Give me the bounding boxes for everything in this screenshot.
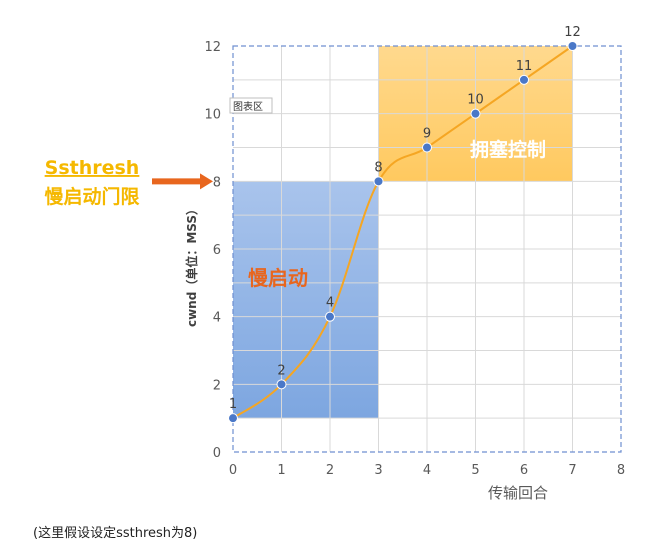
y-tick-label: 4 [213, 311, 221, 326]
data-point [567, 41, 578, 51]
data-label: 11 [516, 59, 533, 74]
x-tick-label: 8 [617, 463, 625, 478]
data-point [519, 74, 529, 85]
threshold-arrow [152, 173, 213, 190]
data-label: 1 [229, 397, 237, 412]
data-label: 10 [467, 93, 484, 108]
plot-area-tag-text: 图表区 [233, 100, 263, 113]
plot-area-frame [232, 45, 622, 453]
data-label: 2 [277, 363, 285, 378]
slow-start-region-label: 慢启动 [248, 266, 308, 290]
y-tick-label: 8 [213, 175, 221, 190]
x-tick-label: 3 [374, 463, 382, 478]
data-point [276, 379, 287, 390]
slow-start-threshold-label: 慢启动门限 [44, 185, 139, 208]
markers-layer [228, 41, 578, 424]
footnote: (这里假设设定ssthresh为8) [33, 526, 198, 541]
y-tick-label: 0 [213, 446, 221, 461]
x-tick-label: 7 [568, 463, 576, 478]
y-tick-label: 10 [204, 108, 221, 123]
plot-area-tag: 图表区 [229, 97, 273, 114]
data-point [470, 108, 481, 119]
x-tick-label: 5 [471, 463, 479, 478]
x-tick-label: 0 [229, 463, 237, 478]
data-point [325, 311, 335, 322]
plot-area-tag-box [229, 97, 273, 114]
series-line [232, 45, 574, 419]
slow-start-region [233, 181, 379, 419]
plot-area-border [232, 45, 622, 453]
data-label: 4 [326, 296, 334, 311]
y-tick-label: 2 [213, 378, 221, 393]
ssthresh-label: Ssthresh [45, 157, 140, 179]
x-tick-label: 4 [423, 463, 431, 478]
x-tick-label: 6 [520, 463, 528, 478]
ssthresh-annotation: Ssthresh 慢启动门限 [44, 157, 213, 208]
data-label: 12 [564, 25, 581, 40]
series-line-layer [232, 45, 574, 419]
data-label: 9 [423, 127, 431, 142]
data-label: 8 [374, 160, 382, 175]
x-tick-label: 2 [326, 463, 334, 478]
congestion-control-region-label: 拥塞控制 [470, 138, 546, 161]
x-tick-label: 1 [277, 463, 285, 478]
y-axis-title: cwnd（单位：MSS） [184, 203, 199, 327]
data-point [422, 142, 432, 153]
grid-layer [233, 46, 621, 452]
y-tick-label: 12 [204, 40, 221, 55]
regions-layer [233, 46, 573, 419]
data-point [228, 413, 238, 424]
x-axis-title: 传输回合 [488, 484, 548, 502]
y-tick-label: 6 [213, 243, 221, 258]
data-point [373, 176, 384, 187]
